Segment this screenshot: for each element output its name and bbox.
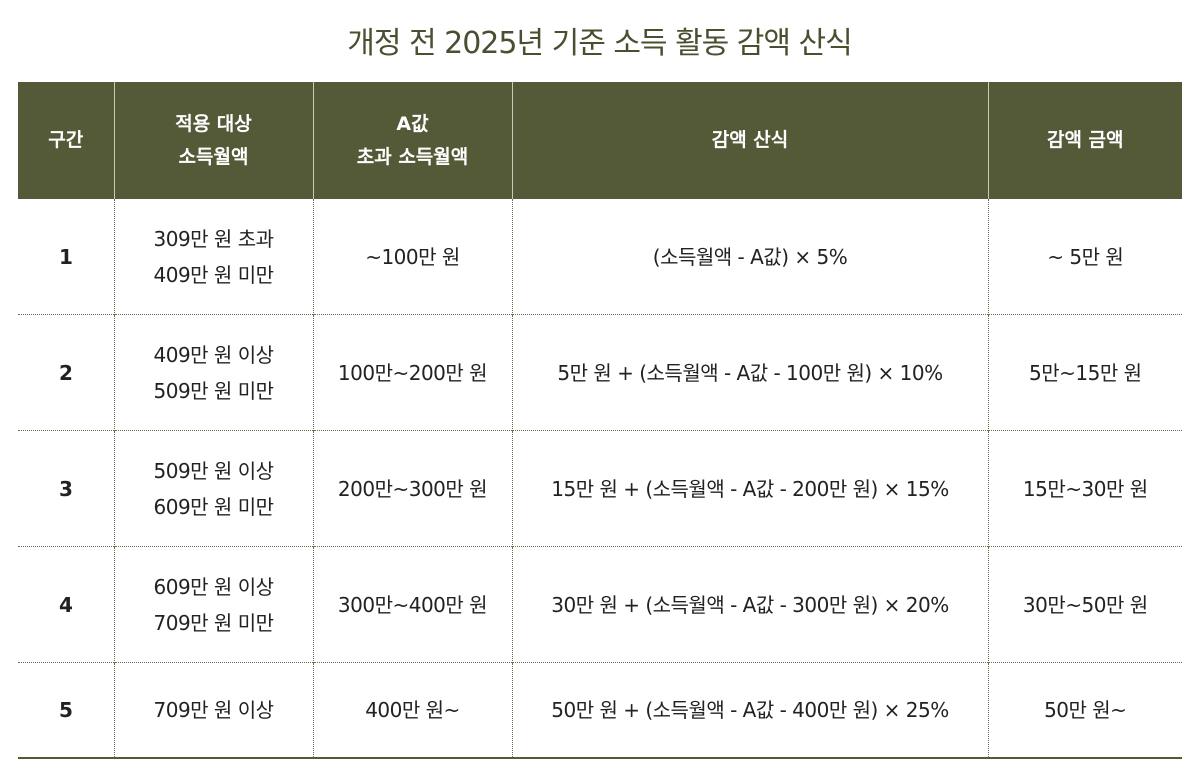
page-title: 개정 전 2025년 기준 소득 활동 감액 산식	[347, 26, 853, 61]
cell-formula: 30만 원 + (소득월액 - A값 - 300만 원) × 20%	[511, 546, 988, 663]
cell-section: 3	[18, 430, 114, 547]
cell-excess-income: ~100만 원	[312, 199, 512, 315]
cell-formula: 5만 원 + (소득월액 - A값 - 100만 원) × 10%	[511, 314, 988, 431]
cell-reduction-amount: 15만~30만 원	[987, 430, 1182, 547]
header-excess-income: A값 초과 소득월액	[312, 82, 512, 199]
cell-reduction-amount: ~ 5만 원	[987, 199, 1182, 315]
table-header-row: 구간 적용 대상 소득월액 A값 초과 소득월액 감액 산식 감액 금액	[18, 82, 1182, 199]
table-row: 5 709만 원 이상 400만 원~ 50만 원 + (소득월액 - A값 - 40…	[18, 662, 1182, 759]
cell-section: 2	[18, 314, 114, 431]
header-reduction-amount: 감액 금액	[987, 82, 1182, 199]
cell-section: 1	[59, 244, 73, 269]
table-row: 2 409만 원 이상 509만 원 미만 100만~200만 원 5만 원 + (소…	[18, 314, 1182, 431]
header-target-income: 적용 대상 소득월액	[113, 82, 313, 199]
cell-excess-income: 300만~400만 원	[312, 546, 512, 663]
cell-section: 5	[18, 662, 114, 759]
cell-excess-income: 200만~300만 원	[312, 430, 512, 547]
cell-excess-income: 100만~200만 원	[312, 314, 512, 431]
cell-target-income: 509만 원 이상 609만 원 미만	[113, 430, 313, 547]
table-row: 4 609만 원 이상 709만 원 미만 300만~400만 원 30만 원 + (…	[18, 546, 1182, 663]
cell-section: 4	[18, 546, 114, 663]
cell-excess-income: 400만 원~	[312, 662, 512, 759]
cell-formula: (소득월액 - A값) × 5%	[511, 199, 988, 315]
cell-reduction-amount: 30만~50만 원	[987, 546, 1182, 663]
table-row: 1 309만 원 초과 409만 원 미만 ~100만 원 (소득월액 - A값) ×…	[18, 199, 1182, 315]
reduction-table: 구간 적용 대상 소득월액 A값 초과 소득월액 감액 산식 감액 금액 1 30…	[18, 82, 1182, 759]
cell-formula: 15만 원 + (소득월액 - A값 - 200만 원) × 15%	[511, 430, 988, 547]
cell-target-income: 309만 원 초과 409만 원 미만	[113, 199, 313, 315]
table-row: 3 509만 원 이상 609만 원 미만 200만~300만 원 15만 원 + (…	[18, 430, 1182, 547]
cell-target-income: 709만 원 이상	[113, 662, 313, 759]
header-section: 구간	[18, 82, 114, 199]
header-formula: 감액 산식	[511, 82, 988, 199]
cell-reduction-amount: 5만~15만 원	[987, 314, 1182, 431]
cell-target-income: 409만 원 이상 509만 원 미만	[113, 314, 313, 431]
cell-formula: 50만 원 + (소득월액 - A값 - 400만 원) × 25%	[511, 662, 988, 759]
cell-reduction-amount: 50만 원~	[987, 662, 1182, 759]
cell-target-income: 609만 원 이상 709만 원 미만	[113, 546, 313, 663]
